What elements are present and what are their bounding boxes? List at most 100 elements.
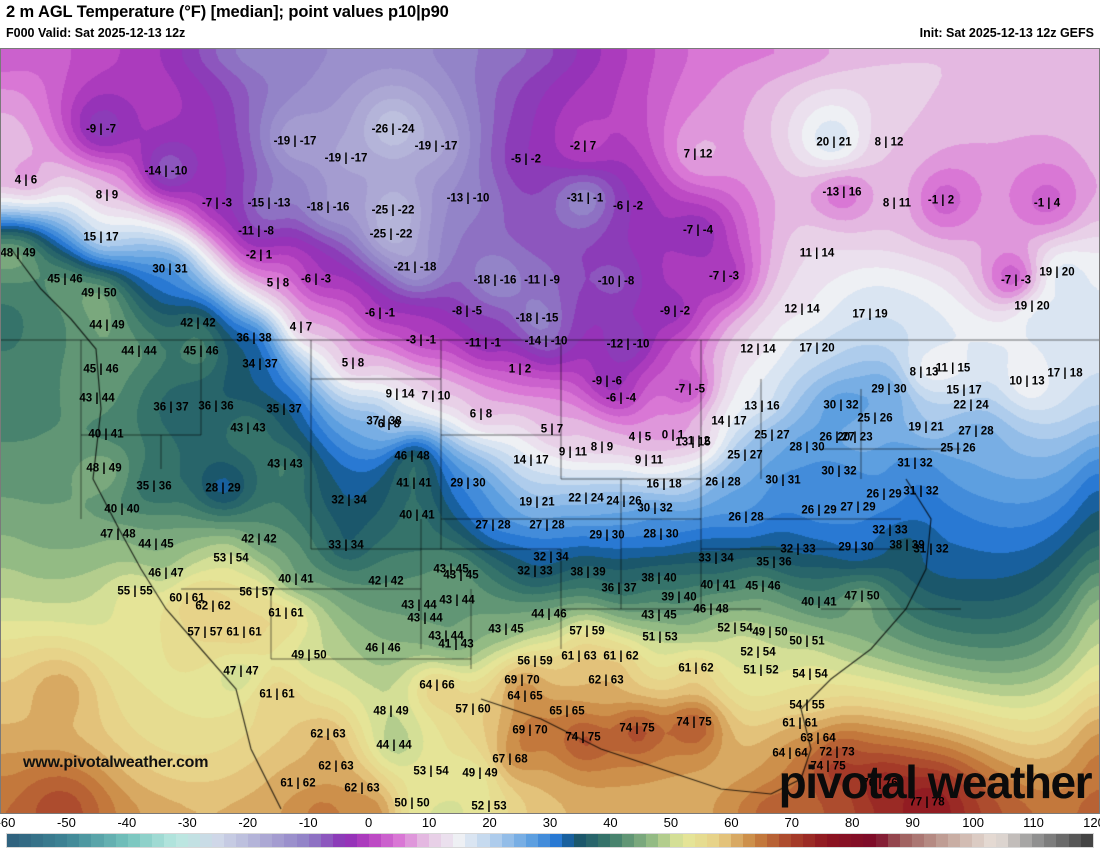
colorbar-swatch bbox=[875, 834, 888, 847]
colorbar-swatch bbox=[863, 834, 876, 847]
colorbar-swatch bbox=[1056, 834, 1069, 847]
colorbar-swatch bbox=[887, 834, 900, 847]
colorbar-tick: -30 bbox=[177, 815, 197, 830]
colorbar-swatch bbox=[972, 834, 985, 847]
colorbar-swatch bbox=[537, 834, 550, 847]
colorbar-swatch bbox=[200, 834, 213, 847]
colorbar-swatch bbox=[899, 834, 912, 847]
map-header: 2 m AGL Temperature (°F) [median]; point… bbox=[0, 0, 1100, 48]
colorbar-swatch bbox=[212, 834, 225, 847]
colorbar-tick: 10 bbox=[421, 815, 437, 830]
colorbar-swatch bbox=[501, 834, 514, 847]
colorbar-swatch bbox=[380, 834, 393, 847]
colorbar-tick: -40 bbox=[117, 815, 137, 830]
colorbar-swatch bbox=[851, 834, 864, 847]
page-title: 2 m AGL Temperature (°F) [median]; point… bbox=[6, 3, 449, 21]
colorbar-swatch bbox=[1020, 834, 1033, 847]
colorbar-swatch bbox=[103, 834, 116, 847]
colorbar-swatch bbox=[694, 834, 707, 847]
colorbar-tick: -10 bbox=[298, 815, 318, 830]
colorbar-swatch bbox=[151, 834, 164, 847]
colorbar-swatch bbox=[766, 834, 779, 847]
colorbar-swatch bbox=[453, 834, 466, 847]
colorbar-swatch bbox=[1008, 834, 1021, 847]
colorbar-tick: 40 bbox=[603, 815, 618, 830]
colorbar-swatch bbox=[248, 834, 261, 847]
colorbar-swatch bbox=[224, 834, 237, 847]
colorbar-swatch bbox=[658, 834, 671, 847]
colorbar-swatch bbox=[441, 834, 454, 847]
colorbar-swatch bbox=[742, 834, 755, 847]
colorbar-swatch bbox=[393, 834, 406, 847]
colorbar-tick: -20 bbox=[238, 815, 258, 830]
colorbar-swatch bbox=[718, 834, 731, 847]
colorbar-swatch bbox=[405, 834, 418, 847]
temperature-map[interactable]: -9 | -7 4 | 6 -14 | -10 -19 | -17 -19 | -17-… bbox=[0, 48, 1100, 814]
colorbar-swatch bbox=[79, 834, 92, 847]
colorbar-swatch bbox=[175, 834, 188, 847]
colorbar-swatch bbox=[779, 834, 792, 847]
colorbar-swatch bbox=[839, 834, 852, 847]
colorbar-swatch bbox=[7, 834, 20, 847]
colorbar-panel: -60 -50 -40 -30 -20 -10 0 10 20 30 40 50 60 70 80 90 100… bbox=[0, 814, 1100, 850]
colorbar-swatch bbox=[368, 834, 381, 847]
colorbar-swatch bbox=[791, 834, 804, 847]
colorbar-swatch bbox=[827, 834, 840, 847]
colorbar-swatch bbox=[163, 834, 176, 847]
colorbar-swatch bbox=[272, 834, 285, 847]
colorbar-tick: 0 bbox=[365, 815, 373, 830]
colorbar-swatch bbox=[935, 834, 948, 847]
brand-watermark: pivotal weather bbox=[778, 756, 1093, 808]
colorbar-swatch bbox=[43, 834, 56, 847]
colorbar-swatch bbox=[320, 834, 333, 847]
colorbar-swatch bbox=[308, 834, 321, 847]
colorbar-swatch bbox=[67, 834, 80, 847]
colorbar-swatch bbox=[561, 834, 574, 847]
colorbar-swatch bbox=[139, 834, 152, 847]
colorbar-swatch bbox=[586, 834, 599, 847]
colorbar-swatch bbox=[31, 834, 44, 847]
colorbar-tick: 50 bbox=[663, 815, 679, 830]
colorbar-tick: 80 bbox=[844, 815, 860, 830]
colorbar-swatch bbox=[513, 834, 526, 847]
colorbar-tick-labels: -60 -50 -40 -30 -20 -10 0 10 20 30 40 50 60 70 80 90 100… bbox=[0, 814, 1100, 832]
colorbar-swatch bbox=[706, 834, 719, 847]
colorbar-tick: -60 bbox=[0, 815, 16, 830]
colorbar-swatch bbox=[1068, 834, 1081, 847]
colorbar-swatch bbox=[730, 834, 743, 847]
colorbar-swatch bbox=[1080, 834, 1093, 847]
colorbar-swatch bbox=[959, 834, 972, 847]
colorbar-swatch bbox=[682, 834, 695, 847]
colorbar-swatch bbox=[911, 834, 924, 847]
colorbar-swatch bbox=[55, 834, 68, 847]
temperature-field-canvas bbox=[1, 49, 1099, 813]
colorbar-swatch bbox=[417, 834, 430, 847]
colorbar-swatch bbox=[634, 834, 647, 847]
colorbar-swatch bbox=[525, 834, 538, 847]
colorbar-swatch bbox=[803, 834, 816, 847]
colorbar-swatch bbox=[236, 834, 249, 847]
colorbar-swatch bbox=[115, 834, 128, 847]
colorbar-swatch bbox=[19, 834, 32, 847]
colorbar-tick: 100 bbox=[962, 815, 984, 830]
colorbar-swatch bbox=[670, 834, 683, 847]
colorbar-swatch bbox=[754, 834, 767, 847]
colorbar-swatch bbox=[1044, 834, 1057, 847]
colorbar-swatch bbox=[489, 834, 502, 847]
colorbar-swatch bbox=[344, 834, 357, 847]
colorbar-swatch bbox=[429, 834, 442, 847]
colorbar-swatch bbox=[260, 834, 273, 847]
colorbar-swatch bbox=[646, 834, 659, 847]
colorbar-tick: 30 bbox=[542, 815, 558, 830]
valid-time-label: F000 Valid: Sat 2025-12-13 12z bbox=[6, 26, 186, 40]
site-url-watermark: www.pivotalweather.com bbox=[23, 754, 209, 771]
colorbar-tick: 70 bbox=[784, 815, 799, 830]
colorbar-swatch bbox=[984, 834, 997, 847]
colorbar-tick: 110 bbox=[1023, 815, 1044, 830]
colorbar-tick: 120 bbox=[1083, 815, 1100, 830]
colorbar-swatch bbox=[815, 834, 828, 847]
colorbar-swatch bbox=[573, 834, 586, 847]
colorbar-swatch bbox=[465, 834, 478, 847]
colorbar-swatch bbox=[477, 834, 490, 847]
colorbar-gradient bbox=[6, 833, 1094, 848]
